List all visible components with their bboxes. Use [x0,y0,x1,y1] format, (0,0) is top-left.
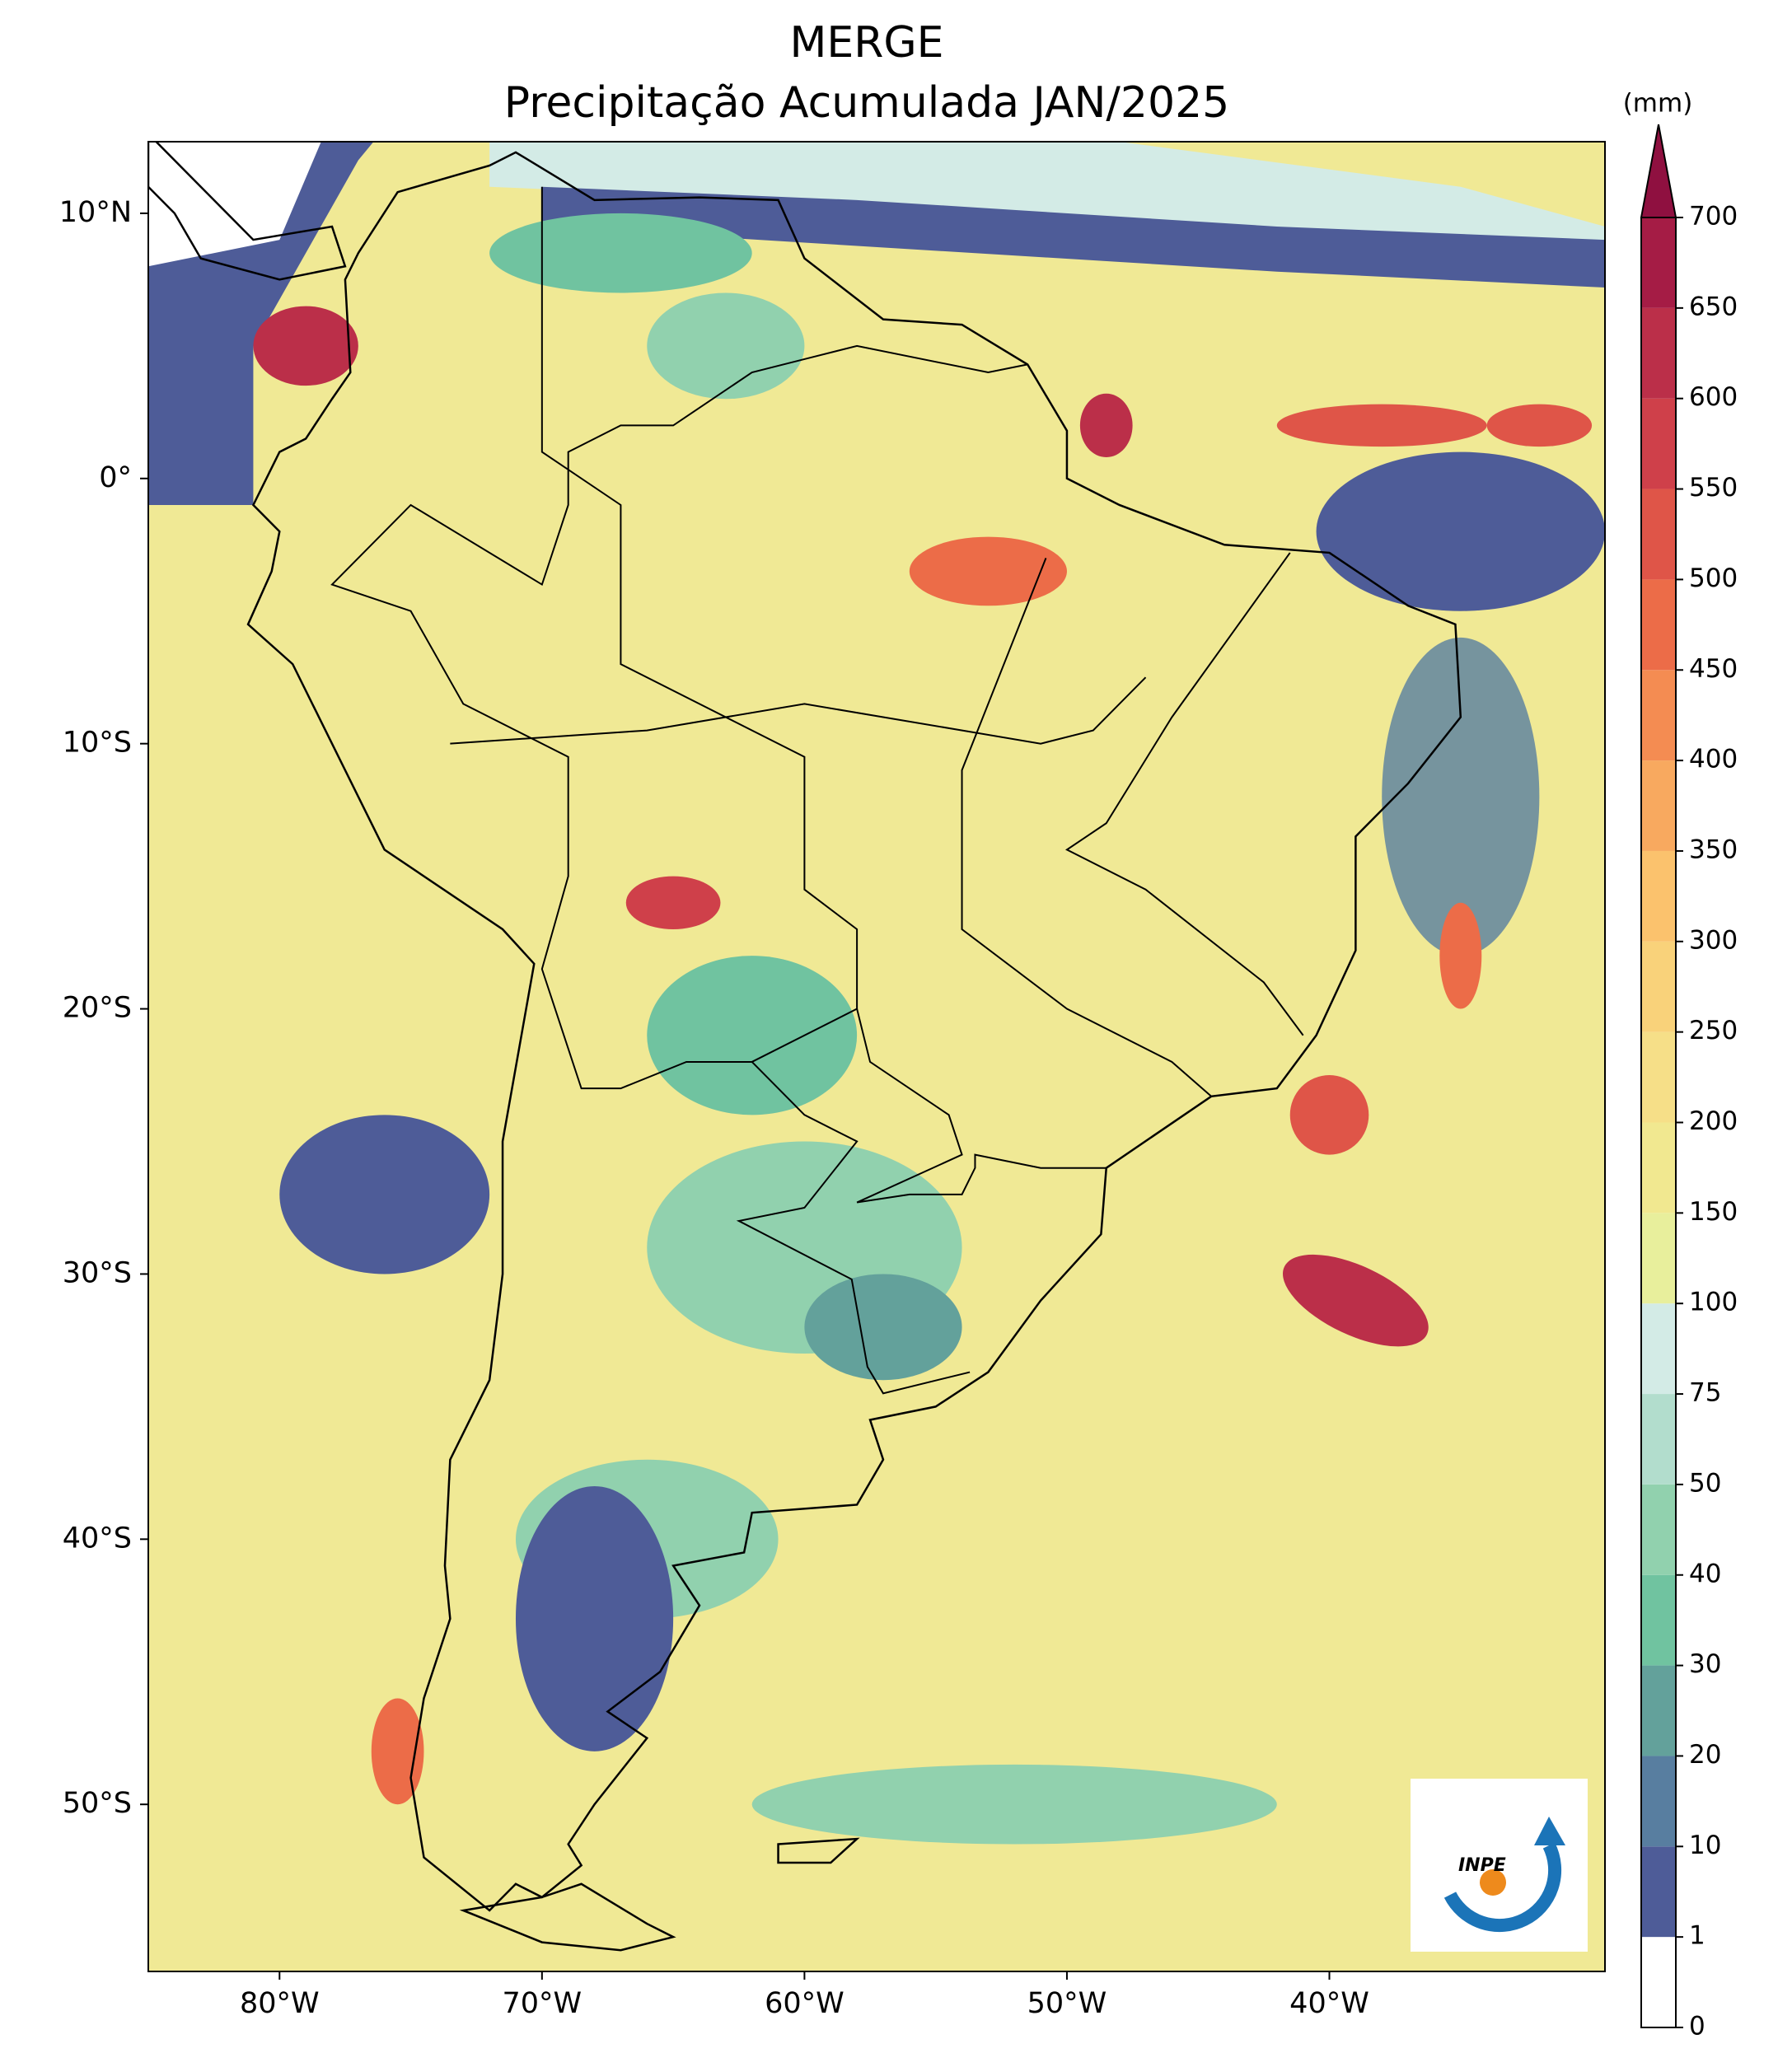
y-tick-label: 40°S [63,1522,132,1555]
colorbar-box [1641,579,1676,671]
colorbar-label: 700 [1689,202,1738,231]
colorbar-box [1641,670,1676,761]
colorbar-box [1641,398,1676,489]
colorbar-label: 250 [1689,1016,1738,1045]
colorbar-label: 100 [1689,1288,1738,1317]
colorbar-label: 300 [1689,925,1738,955]
colorbar-label: 150 [1689,1197,1738,1227]
colorbar-box [1641,850,1676,942]
colorbar-label: 650 [1689,292,1738,321]
x-tick-label: 70°W [503,1987,583,2020]
colorbar-box [1641,1394,1676,1485]
colorbar-label: 50 [1689,1468,1721,1498]
colorbar-box [1641,760,1676,851]
colorbar-box [1641,489,1676,580]
x-tick-label: 40°W [1289,1987,1369,2020]
title-line: MERGE [789,18,943,68]
y-tick-label: 20°S [63,992,132,1025]
colorbar-label: 500 [1689,564,1738,593]
colorbar-box [1641,941,1676,1032]
colorbar-box [1641,1756,1676,1847]
colorbar-unit: (mm) [1623,89,1693,119]
y-tick-label: 10°N [59,196,132,229]
colorbar-box [1641,1303,1676,1395]
x-tick-label: 80°W [240,1987,320,2020]
colorbar-label: 10 [1689,1831,1721,1860]
y-tick-label: 50°S [63,1787,132,1820]
y-tick-label: 0° [99,461,132,494]
map-layer [148,142,1605,1950]
colorbar-box [1641,1937,1676,2027]
colorbar-label: 600 [1689,382,1738,412]
colorbar-label: 30 [1689,1649,1721,1679]
colorbar-label: 550 [1689,473,1738,503]
logo-arrow [1534,1817,1565,1845]
colorbar-box [1641,1031,1676,1123]
logo-dot [1480,1869,1506,1896]
colorbar-box [1641,1665,1676,1756]
colorbar-box [1641,217,1676,308]
colorbar-label: 1 [1689,1921,1705,1951]
colorbar-label: 350 [1689,835,1738,864]
y-tick-label: 10°S [63,727,132,760]
x-tick-label: 60°W [765,1987,845,2020]
colorbar-label: 75 [1689,1378,1721,1408]
colorbar-label: 20 [1689,1740,1721,1770]
map-frame [147,141,1606,1972]
y-tick-label: 30°S [63,1256,132,1289]
colorbar-box [1641,1846,1676,1938]
colorbar-extend [1640,124,1677,218]
colorbar-box [1641,1122,1676,1214]
logo-arc [1443,1842,1562,1933]
colorbar-box [1641,307,1676,399]
colorbar-label: 0 [1689,2012,1705,2041]
colorbar-box [1641,1484,1676,1575]
colorbar-box [1641,1213,1676,1304]
map-area [148,142,1605,1971]
colorbar-label: 40 [1689,1559,1721,1588]
map-background [148,142,1605,1971]
x-tick-label: 50°W [1027,1987,1107,2020]
colorbar-label: 200 [1689,1106,1738,1136]
logo: INPE [1411,1779,1588,1952]
title-line: Precipitação Acumulada JAN/2025 [504,78,1230,128]
logo-text: INPE [1458,1855,1506,1876]
colorbar-box [1641,1574,1676,1666]
colorbar-label: 400 [1689,745,1738,774]
colorbar-label: 450 [1689,654,1738,684]
